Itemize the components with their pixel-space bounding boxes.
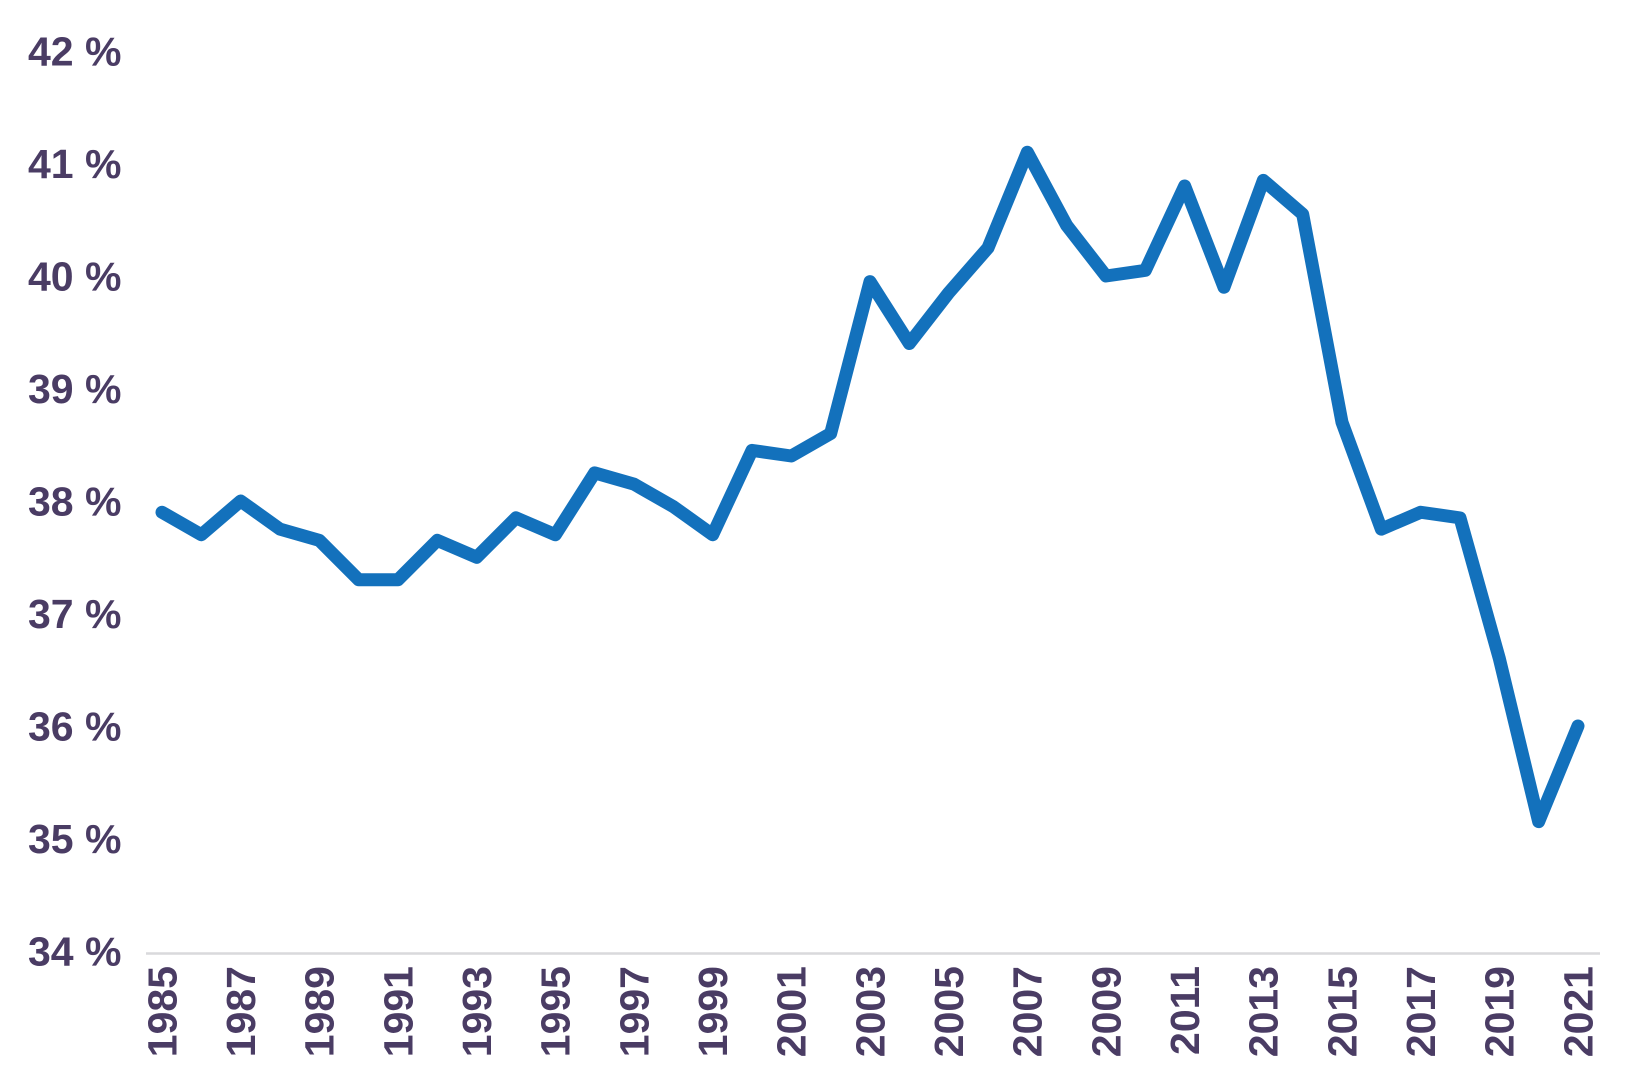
x-axis-label-2001: 2001 [769, 966, 815, 1057]
y-axis-label-38: 38 % [28, 478, 121, 524]
y-axis-label-35: 35 % [28, 816, 121, 862]
y-axis-label-36: 36 % [28, 703, 121, 749]
x-axis-label-2003: 2003 [847, 966, 893, 1057]
x-axis-label-2011: 2011 [1162, 966, 1208, 1055]
x-axis-label-2009: 2009 [1083, 966, 1129, 1057]
x-axis-label-1997: 1997 [611, 966, 657, 1057]
x-axis-label-1985: 1985 [139, 966, 185, 1057]
x-axis-label-2005: 2005 [926, 966, 972, 1057]
y-axis-label-39: 39 % [28, 366, 121, 412]
y-axis-label-37: 37 % [28, 591, 121, 637]
y-axis-label-41: 41 % [28, 141, 121, 187]
x-axis-label-1995: 1995 [533, 966, 579, 1057]
x-axis-label-2021: 2021 [1555, 966, 1601, 1057]
x-axis-label-2013: 2013 [1241, 966, 1287, 1057]
x-axis-label-1991: 1991 [375, 966, 421, 1057]
x-axis-label-2017: 2017 [1398, 966, 1444, 1057]
x-axis-label-2015: 2015 [1319, 966, 1365, 1057]
y-axis-label-34: 34 % [28, 928, 121, 974]
x-axis-label-2007: 2007 [1005, 966, 1051, 1057]
x-axis-label-1999: 1999 [690, 966, 736, 1057]
x-axis-label-1989: 1989 [297, 966, 343, 1057]
y-axis-label-42: 42 % [28, 28, 121, 74]
x-axis-label-1993: 1993 [454, 966, 500, 1057]
x-axis-label-1987: 1987 [218, 966, 264, 1057]
data-line [155, 145, 1585, 829]
x-axis-label-2019: 2019 [1477, 966, 1523, 1057]
y-axis-label-40: 40 % [28, 253, 121, 299]
